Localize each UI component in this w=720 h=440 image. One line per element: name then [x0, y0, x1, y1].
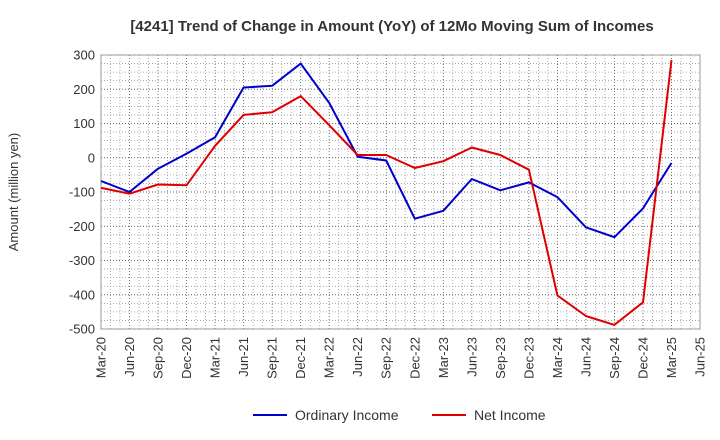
x-tick-label: Mar-21 [208, 337, 223, 378]
y-tick-label: 100 [73, 116, 95, 131]
x-tick-label: Dec-23 [521, 337, 536, 379]
x-tick-label: Mar-25 [664, 337, 679, 378]
y-tick-label: -300 [69, 253, 95, 268]
x-axis-ticks: Mar-20 Jun-20 Sep-20 Dec-20 Mar-21 Jun-21 Sep-… [94, 337, 708, 379]
x-tick-label: Jun-21 [236, 337, 251, 377]
x-tick-label: Jun-24 [578, 337, 593, 377]
y-tick-label: -400 [69, 287, 95, 302]
series-lines [100, 59, 673, 326]
legend-label: Net Income [474, 407, 546, 423]
chart-title: [4241] Trend of Change in Amount (YoY) o… [130, 18, 653, 35]
y-axis-ticks: 300 200 100 0 -100 -200 -300 -400 -500 [69, 48, 95, 337]
x-tick-label: Mar-20 [94, 337, 109, 378]
x-tick-label: Mar-23 [436, 337, 451, 378]
x-tick-label: Dec-21 [293, 337, 308, 379]
x-tick-label: Mar-22 [322, 337, 337, 378]
gridlines [100, 54, 701, 330]
x-tick-label: Sep-20 [151, 337, 166, 379]
x-tick-label: Sep-23 [493, 337, 508, 379]
y-tick-label: -500 [69, 322, 95, 337]
legend: Ordinary Income Net Income [253, 407, 546, 423]
y-tick-label: 300 [73, 48, 95, 63]
x-tick-label: Dec-24 [635, 337, 650, 379]
y-axis-label: Amount (million yen) [6, 133, 21, 252]
y-tick-label: -100 [69, 185, 95, 200]
x-tick-label: Jun-23 [464, 337, 479, 377]
x-tick-label: Jun-25 [693, 337, 708, 377]
x-tick-label: Sep-24 [607, 337, 622, 379]
legend-label: Ordinary Income [295, 407, 399, 423]
x-tick-label: Dec-20 [179, 337, 194, 379]
x-tick-label: Mar-24 [550, 337, 565, 378]
series-line [100, 62, 673, 239]
plot-frame [100, 54, 701, 330]
x-tick-label: Sep-22 [379, 337, 394, 379]
x-tick-label: Dec-22 [407, 337, 422, 379]
x-tick-label: Jun-20 [122, 337, 137, 377]
x-tick-label: Jun-22 [350, 337, 365, 377]
y-tick-label: -200 [69, 219, 95, 234]
x-tick-label: Sep-21 [265, 337, 280, 379]
y-tick-label: 0 [88, 150, 95, 165]
y-tick-label: 200 [73, 82, 95, 97]
series-line [100, 59, 673, 326]
